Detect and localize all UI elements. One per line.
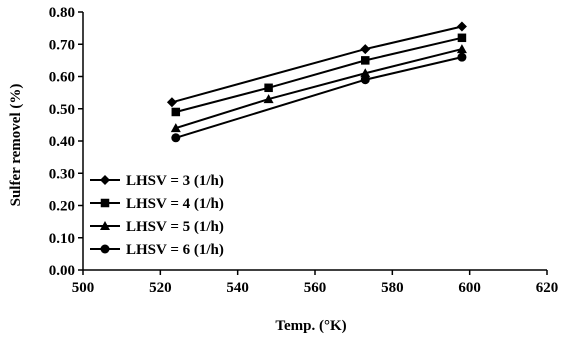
- legend-item: LHSV = 4 (1/h): [90, 196, 224, 212]
- series-line: [175, 56, 463, 139]
- x-tick-label: 520: [149, 280, 172, 296]
- series-3: [170, 44, 467, 133]
- data-point-circle: [457, 52, 467, 62]
- x-tick-label: 540: [226, 280, 249, 296]
- data-point-diamond: [166, 97, 177, 108]
- y-tick-label: 0.60: [49, 70, 75, 86]
- y-tick-label: 0.30: [49, 166, 75, 182]
- legend-item: LHSV = 3 (1/h): [90, 173, 224, 189]
- y-tick-label: 0.20: [49, 199, 75, 215]
- series-1: [166, 21, 467, 108]
- data-point-square: [171, 107, 181, 117]
- y-ticks: 0.00 0.10 0.20 0.30 0.40 0.50 0.60 0.70 0.80: [49, 5, 83, 279]
- x-tick-label: 600: [458, 280, 481, 296]
- data-point-triangle: [456, 44, 467, 54]
- series-2: [171, 33, 467, 117]
- series-layer: [166, 21, 467, 143]
- legend-marker-triangle: [100, 221, 110, 230]
- legend-marker-square: [100, 198, 110, 208]
- y-tick-label: 0.80: [49, 5, 75, 21]
- series-4: [171, 52, 467, 143]
- y-tick-label: 0.10: [49, 231, 75, 247]
- data-point-triangle: [263, 94, 274, 104]
- data-point-diamond: [456, 21, 467, 32]
- legend-label: LHSV = 6 (1/h): [126, 242, 224, 258]
- legend-marker-diamond: [100, 175, 110, 185]
- legend-item: LHSV = 6 (1/h): [90, 242, 224, 258]
- data-point-square: [264, 83, 273, 93]
- x-ticks: 500 520 540 560 580 600 620: [72, 270, 559, 296]
- data-point-circle: [360, 75, 370, 85]
- y-tick-label: 0.40: [49, 134, 75, 150]
- data-point-square: [457, 33, 467, 43]
- data-point-triangle: [170, 123, 181, 133]
- legend-label: LHSV = 5 (1/h): [126, 219, 224, 235]
- y-tick-label: 0.00: [49, 263, 75, 279]
- data-point-diamond: [360, 44, 371, 55]
- x-tick-label: 580: [381, 280, 404, 296]
- series-line: [175, 48, 463, 130]
- legend-label: LHSV = 3 (1/h): [126, 173, 224, 189]
- x-tick-label: 620: [536, 280, 559, 296]
- data-point-square: [361, 56, 370, 65]
- legend-marker-circle: [100, 244, 110, 254]
- x-tick-label: 500: [72, 280, 95, 296]
- data-point-circle: [171, 133, 181, 143]
- y-axis-title: Sulfer removel (%): [8, 84, 24, 207]
- series-line: [171, 25, 463, 104]
- x-tick-label: 560: [304, 280, 327, 296]
- series-line: [175, 36, 463, 113]
- y-tick-label: 0.70: [49, 37, 75, 53]
- legend-label: LHSV = 4 (1/h): [126, 196, 224, 212]
- legend: LHSV = 3 (1/h) LHSV = 4 (1/h) LHSV = 5 (1/…: [90, 173, 224, 258]
- x-axis-title: Temp. (°K): [275, 318, 346, 334]
- legend-item: LHSV = 5 (1/h): [90, 219, 224, 235]
- y-tick-label: 0.50: [49, 102, 75, 118]
- data-point-triangle: [360, 68, 371, 78]
